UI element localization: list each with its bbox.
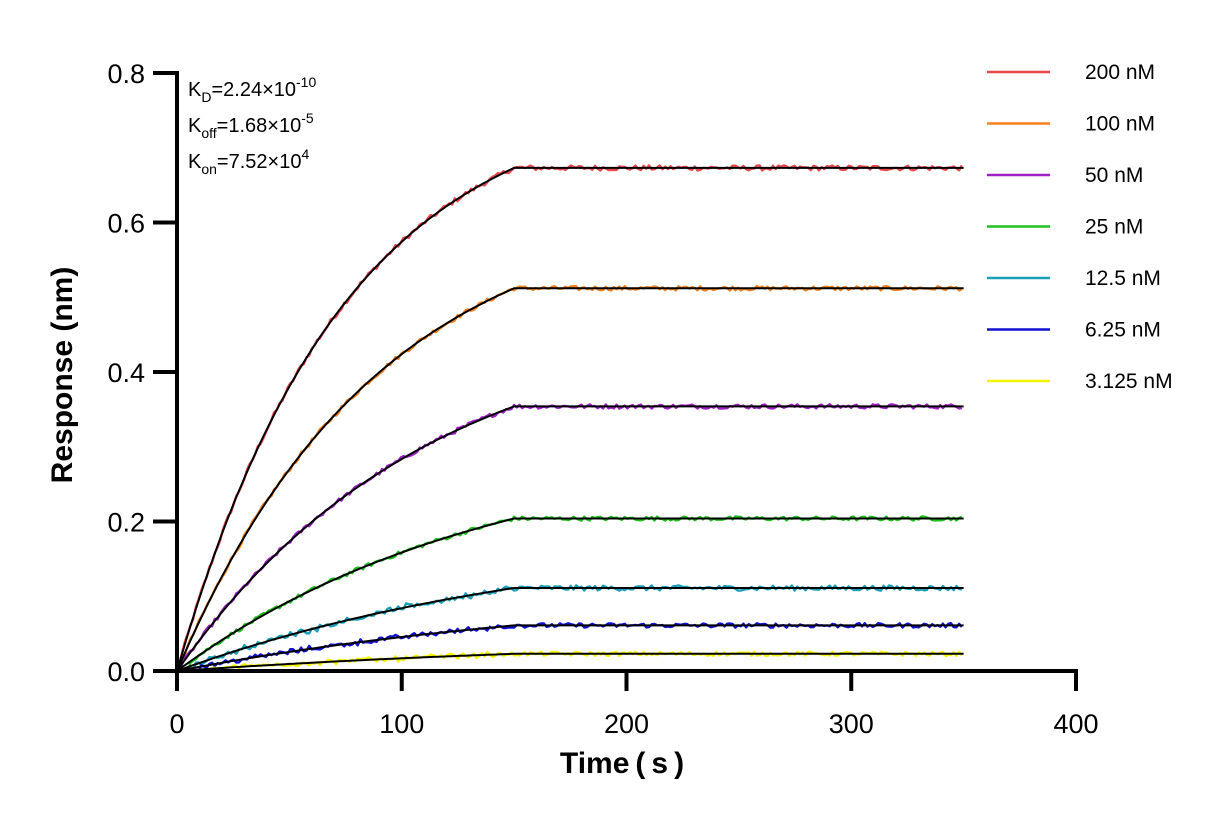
series-curve-2 <box>175 284 963 671</box>
legend-label-7: 3.125 nM <box>1085 370 1173 393</box>
x-tick-label-2: 200 <box>604 709 649 739</box>
legend-label-4: 25 nM <box>1085 216 1143 239</box>
legend-label-2: 100 nM <box>1085 113 1155 136</box>
fit-line-7 <box>176 652 964 672</box>
fit-lines-layer <box>176 166 964 672</box>
legend-label-5: 12.5 nM <box>1085 267 1161 290</box>
legend: 200 nM 100 nM 50 nM 25 nM 12.5 nM 6.25 nM 3.12… <box>987 61 1173 393</box>
x-tick-label-3: 300 <box>829 709 874 739</box>
kinetic-parameters: KD=2.24×10-10 Koff=1.68×10-5 Kon=7.52×104 <box>188 74 316 177</box>
fit-line-4 <box>176 517 964 672</box>
y-axis-title: Response (nm) <box>46 267 79 484</box>
param-d: KD=2.24×10-10 <box>188 74 316 105</box>
curves-layer <box>175 164 963 673</box>
x-axis-title: Time ( s ) <box>560 747 684 780</box>
fit-line-3 <box>176 405 964 672</box>
y-tick-label-0: 0.0 <box>107 657 145 687</box>
param-off: Koff=1.68×10-5 <box>188 110 314 141</box>
x-tick-label-0: 0 <box>169 709 184 739</box>
axes-layer <box>153 71 1078 691</box>
y-tick-label-2: 0.4 <box>107 358 145 388</box>
legend-label-6: 6.25 nM <box>1085 319 1161 342</box>
series-curve-1 <box>175 164 963 671</box>
fit-line-2 <box>176 287 964 672</box>
x-tick-label-4: 400 <box>1053 709 1098 739</box>
fit-line-5 <box>176 587 964 672</box>
series-curve-4 <box>177 515 963 673</box>
x-tick-label-1: 100 <box>379 709 424 739</box>
y-tick-label-3: 0.6 <box>107 209 145 239</box>
legend-label-1: 200 nM <box>1085 61 1155 84</box>
fit-line-1 <box>176 166 964 672</box>
param-on: Kon=7.52×104 <box>188 146 309 177</box>
y-tick-label-4: 0.8 <box>107 59 145 89</box>
y-tick-label-1: 0.2 <box>107 508 145 538</box>
legend-label-3: 50 nM <box>1085 164 1143 187</box>
tick-labels-layer: 0 100 200 300 400 0.0 0.2 0.4 0.6 0.8 <box>107 59 1098 739</box>
fit-line-6 <box>176 624 964 672</box>
